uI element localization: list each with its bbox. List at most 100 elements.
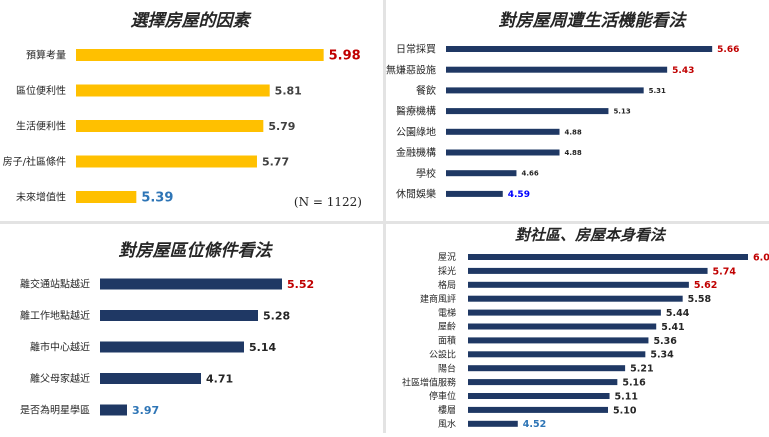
category-label: 離父母家越近 [30, 372, 90, 385]
bar [100, 404, 127, 416]
value-label: 5.41 [661, 322, 684, 333]
category-label: 格局 [438, 279, 456, 291]
chart-house-factors: 選擇房屋的因素 (N = 1122) 預算考量 5.98 區位便利性 5.81 生活便利… [3, 11, 362, 209]
category-label: 公設比 [429, 349, 456, 361]
value-label: 5.36 [653, 336, 677, 347]
bar [468, 295, 683, 302]
chart-living-functions: 對房屋周遭生活機能看法 日常採買 5.66 無嫌惡設施 5.43 餐飲 5.31 醫療機構 5… [386, 11, 739, 201]
chart-panel-location: 對房屋區位條件看法 離交通站點越近 5.52 離工作地點越近 5.28 離市中心越近 5.… [0, 224, 383, 433]
category-label: 離工作地點越近 [20, 309, 90, 322]
category-label: 樓層 [438, 404, 456, 416]
value-label: 4.59 [508, 190, 530, 200]
bar [468, 393, 610, 399]
chart-panel-house-factors: 選擇房屋的因素 (N = 1122) 預算考量 5.98 區位便利性 5.81 生活便利… [0, 0, 383, 221]
bar [446, 190, 503, 197]
bar [468, 254, 748, 260]
value-label: 5.66 [717, 45, 739, 55]
category-label: 金融機構 [396, 146, 436, 159]
category-label: 陽台 [438, 362, 456, 374]
category-label: 日常採買 [396, 43, 436, 56]
category-label: 醫療機構 [396, 105, 436, 118]
bar [76, 120, 264, 132]
bar [468, 365, 626, 372]
bar [446, 46, 713, 52]
bar [76, 84, 270, 97]
category-label: 餐飲 [416, 84, 436, 97]
bar [446, 66, 668, 73]
bar [468, 267, 708, 274]
chart-title: 對房屋周遭生活機能看法 [499, 11, 688, 31]
value-label: 5.74 [713, 266, 737, 277]
category-label: 社區增值服務 [402, 376, 456, 388]
value-label: 5.21 [630, 364, 653, 375]
bar [100, 373, 201, 384]
bar [468, 351, 646, 358]
bar [76, 49, 324, 61]
value-label: 5.52 [287, 278, 314, 291]
category-label: 離交通站點越近 [20, 278, 90, 291]
value-label: 5.77 [262, 155, 289, 168]
bar [468, 420, 518, 427]
category-label: 未來增值性 [16, 191, 66, 204]
bar [468, 406, 608, 413]
vertical-divider [383, 0, 386, 433]
value-label: 5.98 [329, 49, 361, 64]
chart-community: 對社區、房屋本身看法 屋況 6.00 採光 5.74 格局 5.62 建商風評 5.58 電梯 5… [402, 226, 769, 430]
category-label: 休閒娛樂 [396, 188, 436, 201]
sample-size-note: (N = 1122) [294, 195, 362, 209]
category-label: 離市中心越近 [30, 341, 90, 354]
value-label: 6.00 [753, 252, 769, 263]
value-label: 3.97 [132, 404, 159, 417]
category-label: 停車位 [429, 390, 456, 402]
value-label: 5.81 [275, 84, 302, 97]
chart-title: 選擇房屋的因素 [131, 11, 253, 31]
chart-panel-living-functions: 對房屋周遭生活機能看法 日常採買 5.66 無嫌惡設施 5.43 餐飲 5.31 醫療機構 5… [386, 0, 769, 221]
chart-title: 對房屋區位條件看法 [119, 241, 274, 261]
horizontal-divider [0, 221, 769, 224]
bar [468, 281, 689, 288]
category-label: 公園綠地 [396, 125, 436, 138]
category-label: 是否為明星學區 [20, 404, 90, 417]
value-label: 5.79 [268, 120, 295, 133]
value-label: 5.28 [263, 309, 290, 322]
bar [100, 310, 258, 321]
value-label: 5.14 [249, 341, 276, 354]
value-label: 5.10 [613, 405, 637, 416]
bar [100, 341, 244, 353]
category-label: 房子/社區條件 [3, 155, 66, 168]
value-label: 4.88 [565, 149, 582, 157]
category-label: 面積 [438, 335, 456, 347]
bar [468, 337, 649, 344]
bar [446, 87, 644, 94]
category-label: 建商風評 [420, 293, 456, 305]
category-label: 電梯 [438, 307, 456, 319]
value-label: 4.71 [206, 372, 233, 385]
value-label: 5.44 [666, 308, 690, 319]
value-label: 5.39 [141, 191, 173, 206]
category-label: 採光 [438, 265, 456, 277]
value-label: 5.13 [613, 108, 630, 116]
bar [100, 278, 282, 290]
category-label: 生活便利性 [16, 120, 66, 133]
chart-location: 對房屋區位條件看法 離交通站點越近 5.52 離工作地點越近 5.28 離市中心越近 5.… [20, 241, 314, 417]
bar [76, 155, 257, 168]
value-label: 5.43 [672, 66, 694, 76]
value-label: 4.52 [523, 419, 546, 430]
bar [468, 309, 661, 316]
category-label: 區位便利性 [16, 84, 66, 97]
bar [468, 323, 657, 330]
category-label: 屋況 [438, 252, 456, 263]
value-label: 4.88 [565, 128, 582, 136]
value-label: 5.62 [694, 280, 717, 291]
bar [468, 379, 618, 386]
bar [76, 191, 137, 203]
value-label: 5.31 [649, 87, 666, 95]
value-label: 5.11 [615, 391, 638, 402]
category-label: 屋齡 [438, 321, 456, 333]
category-label: 無嫌惡設施 [386, 63, 436, 76]
category-label: 預算考量 [26, 49, 66, 62]
category-label: 學校 [416, 167, 436, 180]
value-label: 5.16 [622, 378, 646, 389]
value-label: 4.66 [521, 170, 538, 178]
bar [446, 170, 517, 177]
